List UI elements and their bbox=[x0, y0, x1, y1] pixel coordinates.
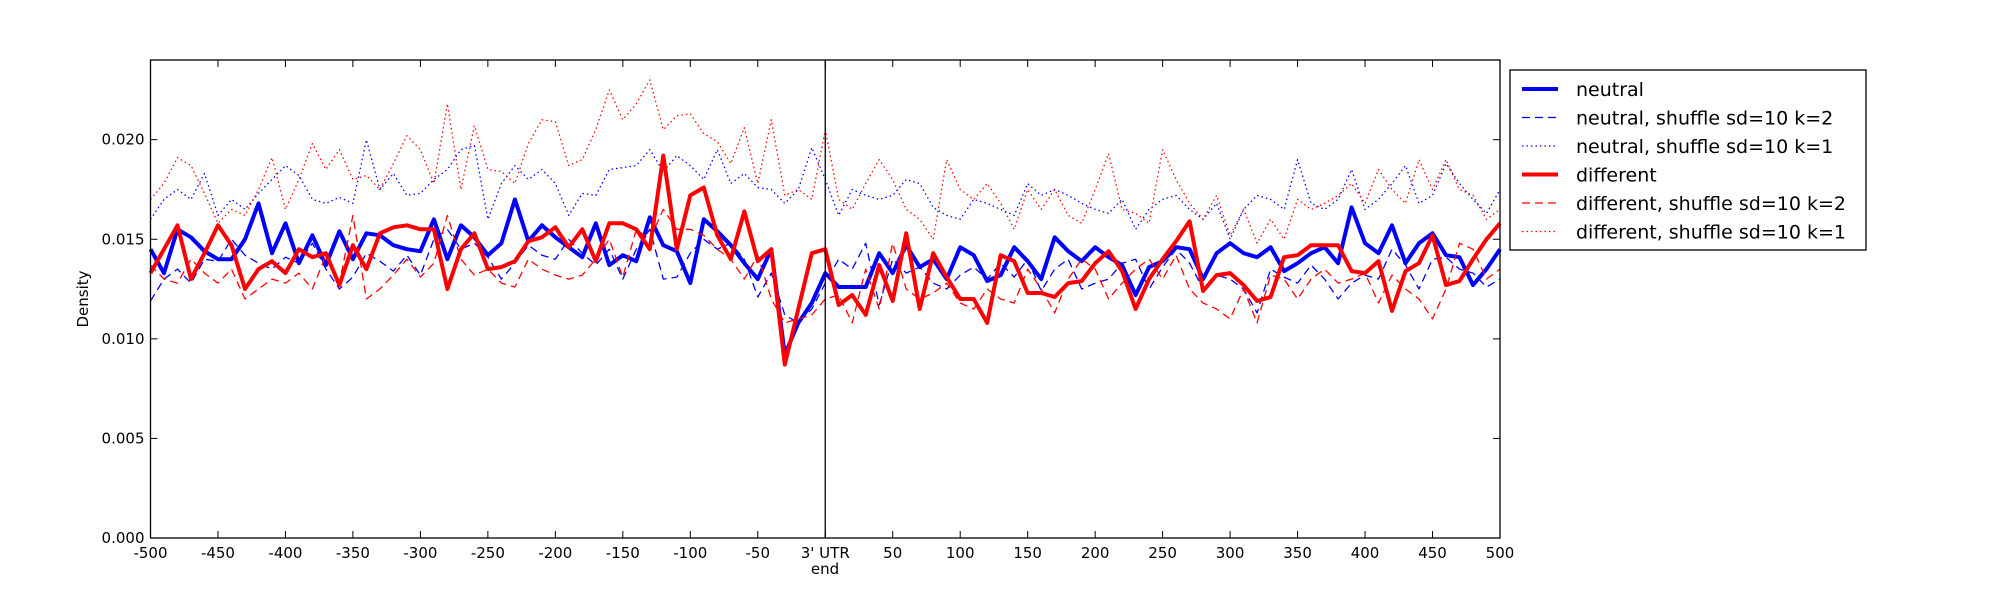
x-tick-label: 150 bbox=[1013, 544, 1042, 562]
legend: neutral neutral, shuffle sd=10 k=2 neutral… bbox=[1509, 69, 1867, 251]
y-tick-label: 0.015 bbox=[102, 230, 145, 248]
x-tick-label: -400 bbox=[268, 544, 302, 562]
x-tick-label: 300 bbox=[1216, 544, 1245, 562]
legend-label: neutral, shuffle sd=10 k=2 bbox=[1576, 108, 1833, 130]
y-axis-label: Density bbox=[74, 270, 92, 327]
x-tick-label: -150 bbox=[606, 544, 640, 562]
x-tick-label: -200 bbox=[538, 544, 572, 562]
legend-label: neutral, shuffle sd=10 k=1 bbox=[1576, 136, 1833, 158]
x-tick-label: -350 bbox=[336, 544, 370, 562]
x-tick-label: 500 bbox=[1486, 544, 1515, 562]
x-tick-label: -100 bbox=[673, 544, 707, 562]
legend-label: different, shuffle sd=10 k=2 bbox=[1576, 193, 1846, 215]
y-tick-label: 0.005 bbox=[102, 429, 145, 447]
x-tick-label: -300 bbox=[403, 544, 437, 562]
y-tick-label: 0.010 bbox=[102, 330, 145, 348]
ticks-layer: -500 -450 -400 -350 -300 -250 -200 -150 -100 -50 3… bbox=[102, 60, 1515, 562]
x-tick-label: 450 bbox=[1418, 544, 1447, 562]
x-tick-label: 350 bbox=[1283, 544, 1312, 562]
legend-frame bbox=[1509, 69, 1867, 251]
x-tick-label: -250 bbox=[471, 544, 505, 562]
legend-label: different bbox=[1576, 165, 1657, 187]
x-tick-label: 200 bbox=[1081, 544, 1110, 562]
series-line-different-shuffle-sd-10-k-2 bbox=[150, 208, 1501, 324]
legend-label: neutral bbox=[1576, 79, 1644, 101]
legend-label: different, shuffle sd=10 k=1 bbox=[1576, 222, 1846, 244]
x-tick-label: 3' UTR bbox=[801, 544, 850, 562]
x-tick-label: 250 bbox=[1148, 544, 1177, 562]
x-tick-label: 100 bbox=[946, 544, 975, 562]
x-tick-label: 400 bbox=[1351, 544, 1380, 562]
y-tick-label: 0.020 bbox=[102, 131, 145, 149]
x-axis-label: end bbox=[811, 560, 839, 578]
x-tick-label: -450 bbox=[201, 544, 235, 562]
x-tick-label: -500 bbox=[133, 544, 167, 562]
x-tick-label: -50 bbox=[746, 544, 771, 562]
x-tick-label: 50 bbox=[883, 544, 902, 562]
y-tick-label: 0.000 bbox=[102, 529, 145, 547]
